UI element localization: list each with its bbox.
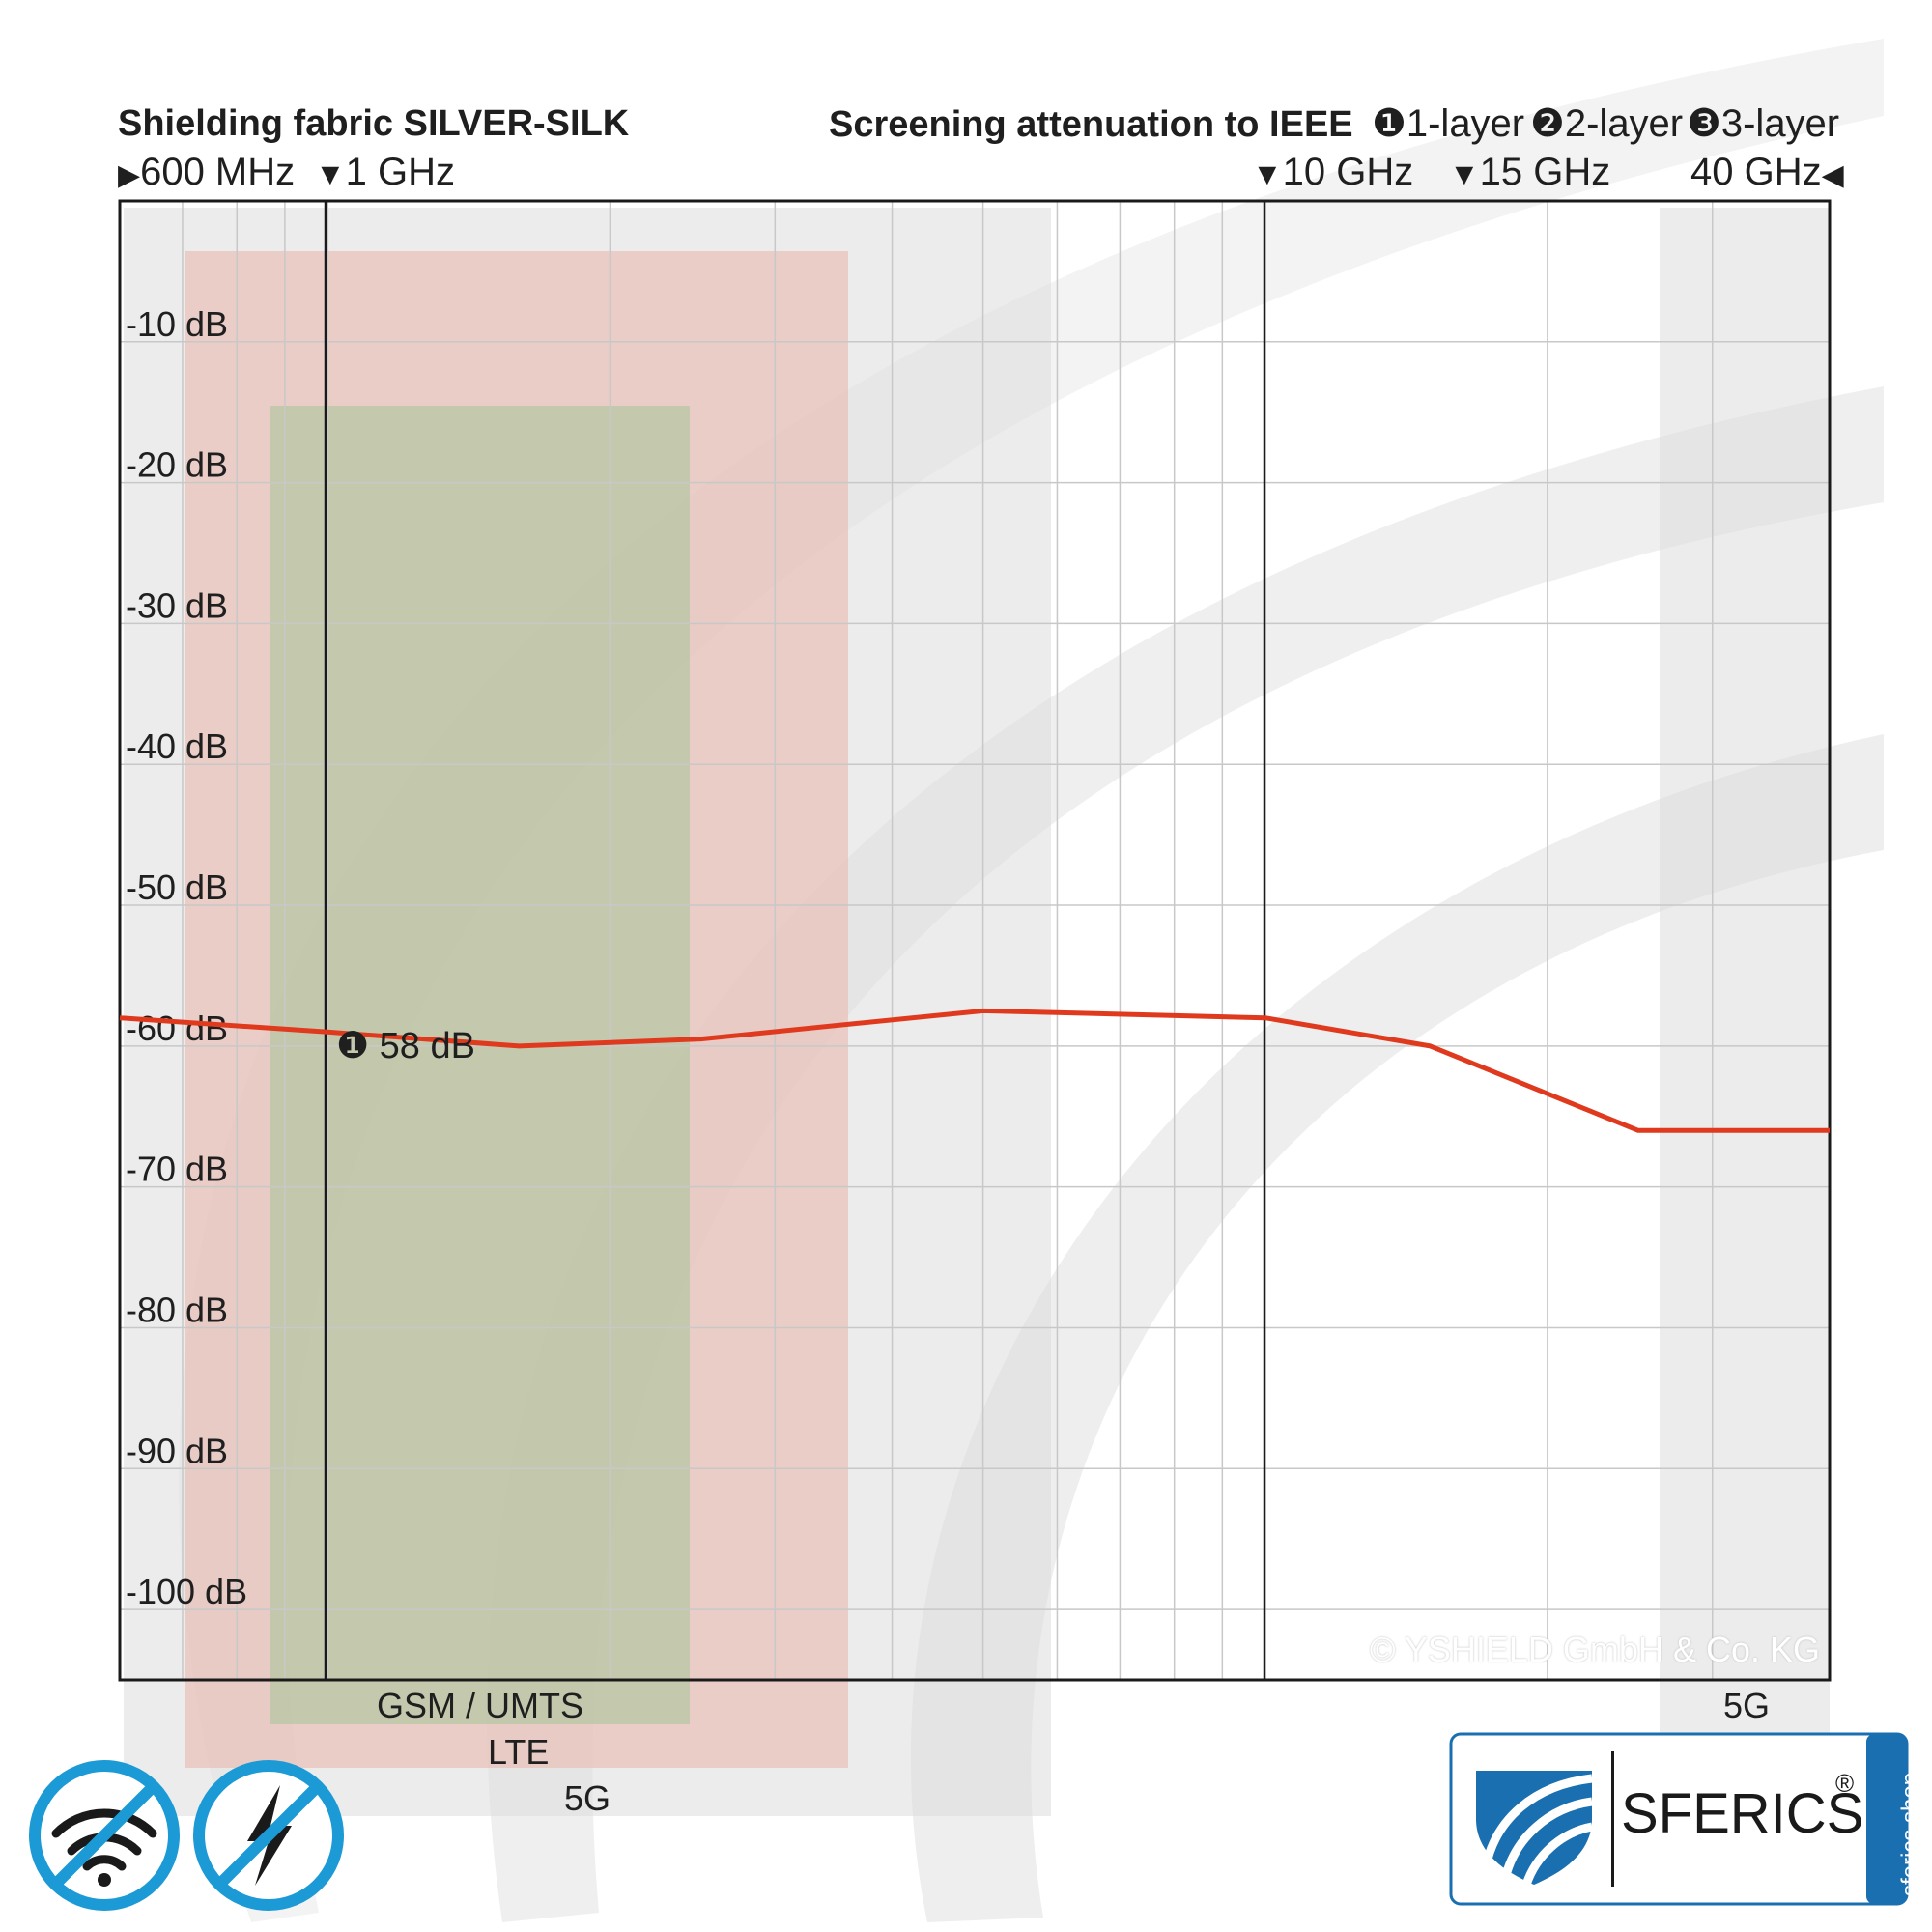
no-wifi-icon: [29, 1760, 180, 1911]
y-tick-label: -100 dB: [126, 1572, 247, 1611]
layer-3-number: ❸: [1687, 102, 1721, 145]
y-tick-label: -40 dB: [126, 726, 228, 766]
y-tick-label: -60 dB: [126, 1009, 228, 1048]
annotation-text: 58 dB: [379, 1026, 475, 1066]
band-5g-high-shade: [1660, 208, 1830, 1734]
y-tick-label: -50 dB: [126, 867, 228, 907]
triangle-down-icon: ▼: [1449, 156, 1480, 191]
annotation-number: ❶: [336, 1026, 370, 1066]
y-ticks: -10 dB -20 dB -30 dB -40 dB -50 dB -60 dB -70 …: [126, 304, 247, 1611]
layer-legend-2: ❷2-layer: [1530, 104, 1683, 143]
freq-marker-1ghz-label: 1 GHz: [345, 151, 456, 193]
freq-marker-1ghz: ▼1 GHz: [315, 153, 455, 191]
y-tick-label: -20 dB: [126, 445, 228, 485]
y-tick-label: -80 dB: [126, 1290, 228, 1329]
freq-marker-start-label: 600 MHz: [140, 151, 296, 193]
series-line-1-layer: [119, 1008, 1830, 1133]
y-tick-label: -70 dB: [126, 1150, 228, 1189]
freq-marker-10ghz: ▼10 GHz: [1252, 153, 1413, 191]
freq-marker-15ghz: ▼15 GHz: [1449, 153, 1610, 191]
layer-legend-3: ❸3-layer: [1687, 104, 1839, 143]
sferics-logo: SFERICS ® sferics.shop: [1449, 1732, 1923, 1906]
value-annotation: ❶ 58 dB: [336, 1028, 475, 1065]
freq-marker-start: ▶600 MHz: [118, 153, 295, 191]
shield-icon: [1476, 1771, 1593, 1887]
plot-frame: [118, 199, 1832, 1682]
y-tick-label: -90 dB: [126, 1431, 228, 1470]
layer-3-label: 3-layer: [1720, 102, 1840, 145]
layer-1-label: 1-layer: [1406, 102, 1525, 145]
triangle-right-icon: ▶: [118, 159, 141, 191]
band-label-5g-low: 5G: [564, 1778, 611, 1818]
logo-registered: ®: [1835, 1769, 1855, 1798]
no-lightning-icon: [193, 1760, 344, 1911]
chart-subtitle: Screening attenuation to IEEE: [829, 104, 1353, 145]
y-tick-label: -30 dB: [126, 585, 228, 625]
freq-marker-10ghz-label: 10 GHz: [1282, 151, 1414, 193]
copyright-text: © YSHIELD GmbH & Co. KG: [1370, 1630, 1820, 1669]
band-label-lte: LTE: [488, 1732, 550, 1772]
freq-marker-end: 40 GHz◀: [1690, 153, 1844, 191]
triangle-left-icon: ◀: [1821, 159, 1844, 191]
grid-lines: [120, 201, 1831, 1680]
layer-2-label: 2-layer: [1564, 102, 1684, 145]
y-tick-label: -10 dB: [126, 304, 228, 344]
triangle-down-icon: ▼: [315, 156, 346, 191]
band-label-gsm-umts: GSM / UMTS: [377, 1686, 583, 1725]
logo-divider: [1611, 1751, 1614, 1887]
freq-marker-15ghz-label: 15 GHz: [1479, 151, 1611, 193]
chart-title: Shielding fabric SILVER-SILK: [118, 103, 630, 144]
layer-2-number: ❷: [1530, 102, 1565, 145]
logo-wordmark: SFERICS: [1621, 1782, 1864, 1845]
layer-legend-1: ❶1-layer: [1372, 104, 1524, 143]
band-label-5g-high: 5G: [1723, 1686, 1771, 1725]
band-gsm-umts-shade: [270, 406, 690, 1724]
layer-1-number: ❶: [1372, 102, 1406, 145]
logo-side-text: sferics.shop: [1897, 1772, 1923, 1896]
triangle-down-icon: ▼: [1252, 156, 1283, 191]
freq-marker-end-label: 40 GHz: [1690, 151, 1822, 193]
